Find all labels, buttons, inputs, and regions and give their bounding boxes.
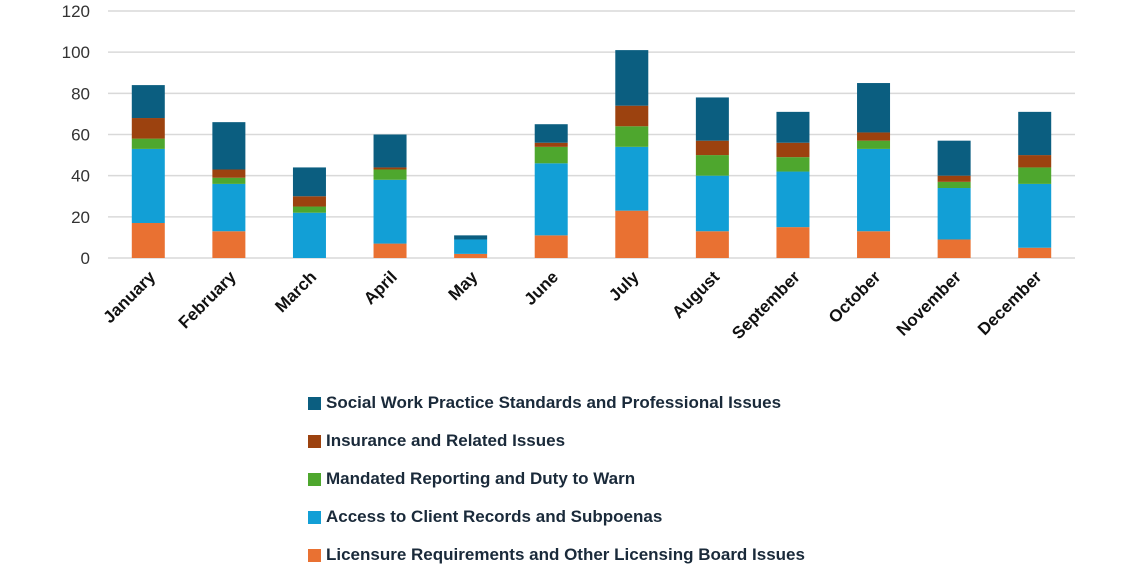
bar-segment-june-series-2 [534, 146, 568, 164]
bar-segment-september-series-0 [776, 227, 810, 258]
bar-segment-march-series-4 [292, 167, 326, 197]
bar-segment-june-series-3 [534, 142, 568, 147]
legend-item: Access to Client Records and Subpoenas [308, 498, 805, 536]
x-tick-label: January [100, 267, 160, 327]
legend-item: Mandated Reporting and Duty to Warn [308, 460, 805, 498]
bar-segment-april-series-0 [373, 243, 407, 258]
bar-segment-february-series-4 [212, 122, 246, 170]
bar-segment-february-series-0 [212, 231, 246, 258]
legend-item: Insurance and Related Issues [308, 422, 805, 460]
x-tick-label: November [893, 267, 965, 339]
x-tick-label: June [521, 267, 562, 308]
bar-segment-december-series-3 [1018, 155, 1052, 168]
bar-segment-october-series-1 [857, 148, 891, 232]
legend-swatch [308, 434, 321, 448]
bar-segment-january-series-4 [131, 85, 165, 119]
legend-label: Social Work Practice Standards and Profe… [326, 393, 782, 412]
bar-segment-november-series-1 [937, 188, 971, 240]
bar-segment-december-series-1 [1018, 183, 1052, 248]
bar-segment-april-series-1 [373, 179, 407, 244]
x-tick-label: May [445, 267, 482, 304]
bar-segment-september-series-1 [776, 171, 810, 228]
legend-swatch [308, 396, 321, 410]
legend-item: Social Work Practice Standards and Profe… [308, 384, 805, 422]
bar-segment-january-series-0 [131, 223, 165, 258]
bar-segment-march-series-3 [292, 196, 326, 207]
legend-swatch [308, 548, 321, 562]
bar-segment-december-series-2 [1018, 167, 1052, 184]
legend-swatch [308, 510, 321, 524]
bar-segment-june-series-0 [534, 235, 568, 258]
legend-label: Access to Client Records and Subpoenas [326, 507, 663, 526]
x-tick-label: December [974, 267, 1046, 339]
bar-segment-january-series-1 [131, 148, 165, 224]
x-tick-label: August [668, 267, 723, 322]
y-tick-label: 0 [81, 249, 90, 268]
bar-segment-july-series-4 [615, 50, 649, 106]
bar-segment-august-series-3 [695, 140, 729, 156]
bar-segment-march-series-2 [292, 206, 326, 213]
bar-segment-december-series-4 [1018, 111, 1052, 156]
bar-segment-may-series-4 [454, 235, 488, 240]
bar-segment-october-series-3 [857, 132, 891, 141]
x-tick-label: April [360, 267, 401, 308]
legend-label: Licensure Requirements and Other Licensi… [326, 545, 805, 564]
bar-segment-july-series-2 [615, 126, 649, 147]
bar-segment-february-series-1 [212, 183, 246, 232]
bar-segment-january-series-2 [131, 138, 165, 149]
x-tick-label: October [825, 267, 885, 327]
bar-segment-february-series-3 [212, 169, 246, 178]
bar-segment-january-series-3 [131, 118, 165, 139]
x-tick-label: July [605, 267, 643, 305]
bar-segment-june-series-1 [534, 163, 568, 236]
bar-segment-september-series-2 [776, 157, 810, 172]
y-tick-label: 100 [62, 43, 90, 62]
bar-segment-may-series-0 [454, 253, 488, 258]
legend: Social Work Practice Standards and Profe… [308, 384, 805, 574]
bar-segment-august-series-0 [695, 231, 729, 258]
bar-segment-april-series-3 [373, 167, 407, 170]
bar-segment-october-series-0 [857, 231, 891, 258]
bar-segment-february-series-2 [212, 177, 246, 184]
bar-segment-july-series-1 [615, 146, 649, 211]
bar-segment-november-series-3 [937, 175, 971, 182]
plot-area: 0 20 40 60 80 100 120 January February March April… [62, 2, 1075, 343]
bar-segment-september-series-3 [776, 142, 810, 158]
x-tick-label: September [728, 267, 804, 343]
legend-label: Mandated Reporting and Duty to Warn [326, 469, 636, 488]
x-tick-label: February [175, 267, 240, 332]
y-tick-label: 80 [71, 84, 90, 103]
bar-segment-april-series-4 [373, 134, 407, 168]
bar-segment-november-series-2 [937, 181, 971, 189]
bar-segment-october-series-4 [857, 83, 891, 133]
bar-segment-november-series-0 [937, 239, 971, 258]
x-tick-label: March [271, 267, 320, 316]
y-tick-label: 40 [71, 167, 90, 186]
bar-segment-march-series-1 [292, 212, 326, 258]
bar-segment-december-series-0 [1018, 247, 1052, 258]
y-tick-label: 20 [71, 208, 90, 227]
y-tick-label: 60 [71, 126, 90, 145]
legend-label: Insurance and Related Issues [326, 431, 566, 450]
bar-segment-june-series-4 [534, 124, 568, 143]
bar-segment-july-series-0 [615, 210, 649, 258]
bar-segment-august-series-2 [695, 155, 729, 176]
bar-segment-september-series-4 [776, 111, 810, 143]
legend-swatch [308, 472, 321, 486]
legend-item: Licensure Requirements and Other Licensi… [308, 536, 805, 574]
bar-segment-november-series-4 [937, 140, 971, 176]
bar-segment-august-series-1 [695, 175, 729, 232]
bar-segment-october-series-2 [857, 140, 891, 149]
bar-segment-july-series-3 [615, 105, 649, 127]
bar-segment-may-series-1 [454, 239, 488, 254]
y-tick-label: 120 [62, 2, 90, 21]
bar-segment-april-series-2 [373, 169, 407, 180]
bar-segment-august-series-4 [695, 97, 729, 141]
